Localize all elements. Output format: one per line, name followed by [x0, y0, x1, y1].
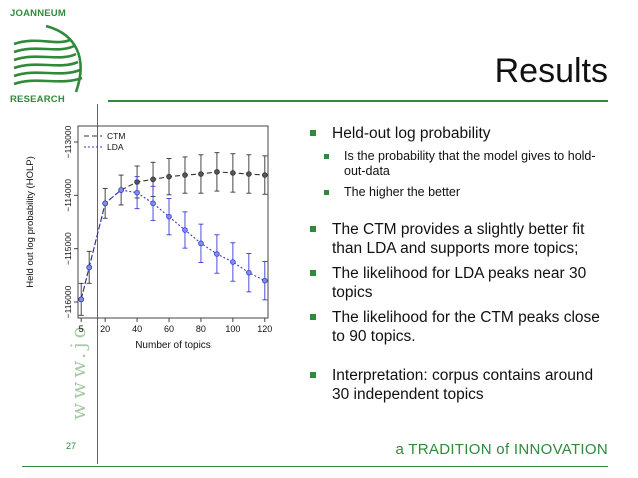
bullet-list: Held-out log probability Is the probabil…: [308, 124, 608, 410]
x-tick-label: 20: [100, 324, 110, 334]
data-point-lda: [262, 277, 268, 284]
data-point-lda: [86, 264, 92, 271]
x-tick-label: 40: [132, 324, 142, 334]
tagline: a TRADITION of INNOVATION: [395, 441, 608, 458]
data-point-ctm: [182, 172, 188, 178]
data-point-ctm: [214, 169, 220, 175]
side-rule: [97, 104, 98, 464]
data-point-ctm: [150, 176, 156, 183]
data-point-ctm: [262, 172, 268, 178]
bullet-heldout: Held-out log probability: [308, 124, 608, 143]
logo-top-text: JOANNEUM: [10, 8, 66, 19]
title-rule: [108, 100, 608, 102]
y-tick-label: −113000: [63, 125, 73, 158]
data-point-lda: [230, 259, 236, 265]
y-tick-label: −114000: [63, 179, 73, 212]
legend-label-ctm: CTM: [107, 131, 125, 141]
sub-bullet-higher-better: The higher the better: [308, 185, 608, 200]
data-point-lda: [134, 189, 140, 196]
data-point-ctm: [166, 173, 172, 180]
data-point-lda: [78, 296, 84, 303]
data-point-lda: [198, 240, 204, 247]
y-tick-label: −115000: [63, 232, 73, 265]
bullet-gap: [308, 206, 608, 220]
plot-frame: [77, 125, 269, 319]
bullet-ctm-better: The CTM provides a slightly better fit t…: [308, 220, 608, 258]
data-point-lda: [118, 187, 124, 193]
bullet-interpretation: Interpretation: corpus contains around 3…: [308, 366, 608, 404]
data-point-lda: [166, 213, 172, 220]
x-tick-label: 5: [79, 324, 84, 334]
bullet-lda-peak: The likelihood for LDA peaks near 30 top…: [308, 264, 608, 302]
logo-bottom-text: RESEARCH: [10, 94, 65, 105]
slide-title: Results: [494, 52, 608, 90]
x-tick-label: 80: [196, 324, 206, 334]
x-tick-label: 100: [225, 324, 240, 334]
bullet-ctm-peak: The likelihood for the CTM peaks close t…: [308, 308, 608, 346]
y-axis-label: Held out log probability (HOLP): [25, 156, 36, 287]
data-point-lda: [182, 227, 188, 233]
data-point-lda: [246, 269, 252, 276]
holp-chart: 5 20 40 60 80 100 120 −116000 −115000 −114000 −113…: [25, 125, 272, 351]
page-number: 27: [66, 441, 77, 451]
data-point-ctm: [230, 170, 236, 176]
series-line-lda: [80, 189, 266, 300]
data-point-lda: [102, 200, 108, 207]
data-point-lda: [150, 200, 156, 207]
footer-rule: [22, 466, 608, 467]
bullet-gap-2: [308, 352, 608, 366]
x-tick-label: 60: [164, 324, 174, 334]
data-point-ctm: [246, 171, 252, 177]
legend-label-lda: LDA: [107, 142, 124, 152]
joanneum-waves-logo-icon: [13, 24, 83, 93]
x-axis-label: Number of topics: [135, 340, 211, 351]
data-point-ctm: [198, 171, 204, 177]
data-point-lda: [214, 251, 220, 257]
series-line-ctm: [80, 171, 265, 300]
y-tick-label: −116000: [63, 285, 73, 318]
x-tick-label: 120: [257, 324, 272, 334]
sub-bullet-definition: Is the probability that the model gives …: [308, 149, 608, 179]
joanneum-research-logo: JOANNEUM RESEARCH: [6, 6, 96, 105]
